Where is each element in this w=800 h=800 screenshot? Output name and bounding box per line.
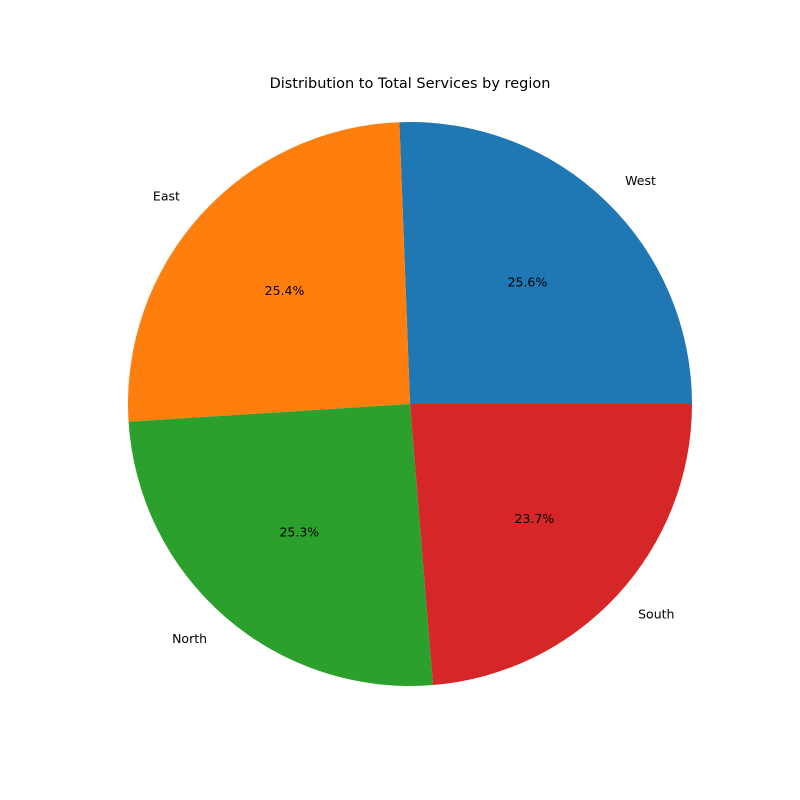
pie-slice-north [128,404,434,687]
slice-label-east: East [153,188,180,203]
slice-label-north: North [172,631,207,646]
slice-label-west: West [625,173,656,188]
slice-percent-east: 25.4% [265,283,305,298]
pie-slice-west [399,121,692,404]
slice-percent-north: 25.3% [279,524,319,539]
pie-slices [128,121,692,687]
pie-slice-east [128,122,410,422]
slice-percent-south: 23.7% [515,511,555,526]
pie-slice-south [410,404,692,686]
slice-label-south: South [638,607,674,622]
slice-percent-west: 25.6% [508,275,548,290]
pie-labels: West 25.6% East 25.4% North 25.3% South 23.7% [153,173,675,646]
chart-title: Distribution to Total Services by region [270,76,551,92]
